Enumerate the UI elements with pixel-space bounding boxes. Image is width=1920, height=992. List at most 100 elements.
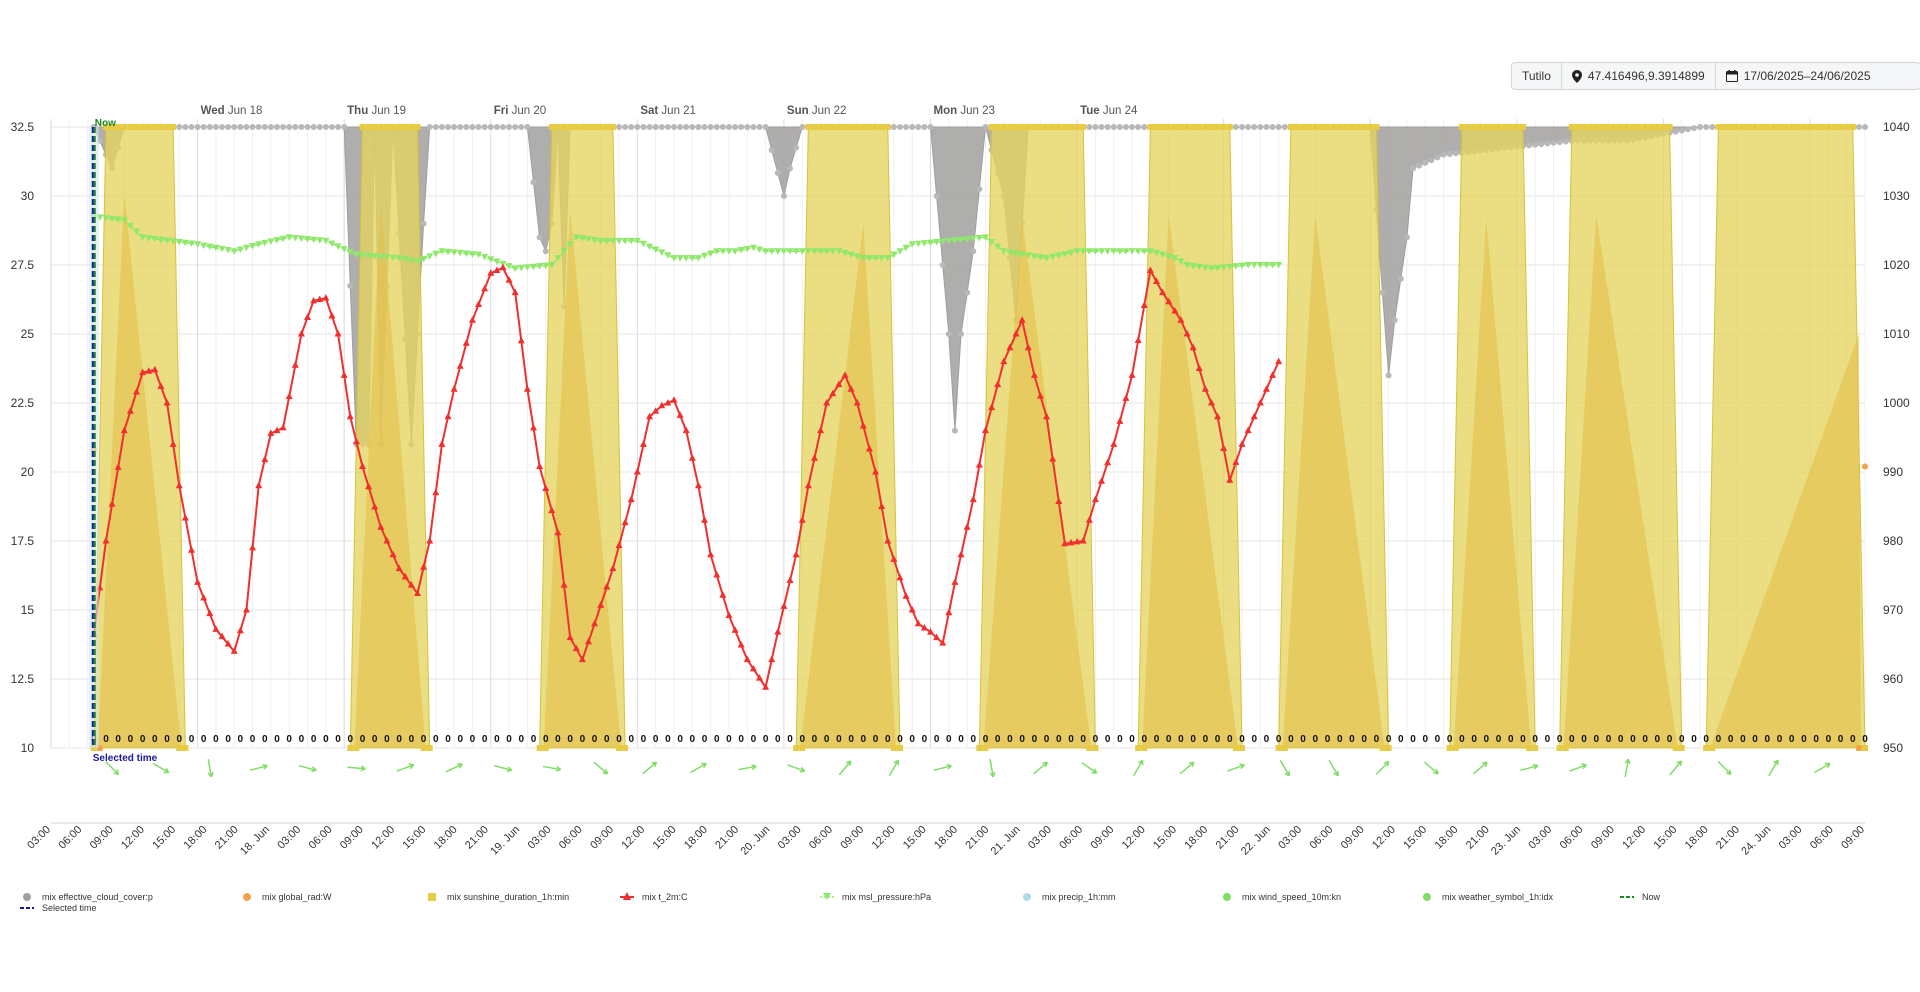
temperature-point [1250, 412, 1258, 420]
temperature-point [1238, 440, 1246, 447]
temperature-point [108, 500, 116, 507]
legend-item[interactable]: mix msl_pressure:hPa [820, 892, 931, 902]
temperature-point [841, 371, 849, 378]
coordinates-button[interactable]: 47.416496,9.3914899 [1562, 63, 1716, 89]
legend-item[interactable]: mix global_rad:W [240, 892, 332, 902]
legend-item[interactable]: Selected time [20, 903, 97, 913]
precip-value: 0 [128, 734, 134, 745]
precip-value: 0 [1581, 734, 1587, 745]
precip-value: 0 [1838, 734, 1844, 745]
pressure-point [639, 240, 647, 248]
cloud-cover-point [1385, 372, 1392, 379]
precip-value: 0 [299, 734, 305, 745]
day-label: Wed Jun 18 [201, 105, 263, 117]
legend-item[interactable]: mix precip_1h:mm [1020, 892, 1116, 902]
precip-value: 0 [897, 734, 903, 745]
precip-value: 0 [787, 734, 793, 745]
toolbar: Tutilo 47.416496,9.3914899 17/06/2025–24… [1511, 62, 1920, 90]
temperature-point [676, 411, 684, 418]
legend-item[interactable]: mix sunshine_duration_1h:min [425, 892, 569, 902]
sunshine-point [377, 124, 384, 130]
wind-arrow [1133, 759, 1144, 777]
sunshine-point [1043, 124, 1050, 130]
wind-arrow-shaft [152, 762, 170, 774]
wind-arrow [1717, 761, 1732, 776]
legend-swatch [620, 892, 634, 902]
temperature-point [133, 387, 141, 395]
temperature-point [927, 628, 935, 635]
x-tick-label: 22. Jun [1239, 824, 1273, 858]
pressure-point [126, 222, 134, 230]
sunshine-point [1379, 745, 1386, 751]
pressure-point [1116, 248, 1124, 255]
location-name-button[interactable]: Tutilo [1512, 63, 1562, 89]
temperature-point [1189, 343, 1197, 351]
cloud-cover-point [261, 124, 268, 130]
y-axis-right: 1040 1030 1020 1010 1000 990 980 970 960 950 [1883, 120, 1910, 755]
sunshine-point [561, 124, 568, 130]
sunshine-point [1825, 124, 1832, 130]
cloud-cover-point [713, 124, 720, 130]
cloud-cover-point [445, 124, 452, 130]
temperature-point [646, 412, 654, 420]
cloud-cover-point [194, 124, 201, 130]
y-left-tick-label: 20 [21, 465, 35, 479]
temperature-point [908, 606, 916, 613]
pressure-point [1140, 248, 1148, 255]
temperature-point [914, 619, 922, 627]
wind-arrow-head [602, 768, 609, 775]
wind-arrow [1569, 763, 1587, 772]
pressure-point [713, 248, 721, 255]
legend-label: mix t_2m:C [642, 892, 688, 902]
sunshine-point [1617, 124, 1624, 130]
legend-item[interactable]: Now [1620, 892, 1660, 902]
cloud-cover-point [219, 124, 226, 130]
precip-value: 0 [1606, 734, 1612, 745]
pressure-point [1055, 252, 1063, 259]
pressure-point [456, 249, 464, 257]
sunshine-point [866, 124, 873, 130]
wind-arrow-head [1138, 759, 1144, 766]
pressure-point [383, 254, 391, 261]
pressure-point [481, 253, 489, 261]
global-radiation-area [97, 193, 182, 748]
wind-arrow-head [207, 771, 214, 778]
cloud-cover-point [1104, 124, 1111, 130]
pressure-point [725, 248, 733, 255]
temperature-point [334, 330, 342, 337]
pressure-point [157, 236, 165, 244]
sunshine-point [1055, 124, 1062, 130]
wind-arrow-shaft [298, 764, 317, 772]
x-tick-label: 24. Jun [1739, 824, 1773, 858]
precip-value: 0 [1777, 734, 1783, 745]
sunshine-point [878, 124, 885, 130]
cloud-cover-point [1086, 124, 1093, 130]
wind-arrow [207, 759, 214, 778]
pressure-point [291, 234, 299, 242]
precip-value: 0 [1178, 734, 1184, 745]
temperature-point [1085, 516, 1093, 523]
legend-item[interactable]: mix effective_cloud_cover:p [20, 892, 153, 902]
sunshine-point [1300, 124, 1307, 130]
cloud-cover-point [933, 193, 940, 199]
cloud-cover-point [793, 144, 800, 151]
legend-item[interactable]: mix t_2m:C [620, 892, 688, 902]
sunshine-point [829, 124, 836, 130]
sunshine-point [1281, 745, 1288, 751]
wind-arrow [593, 761, 609, 775]
temperature-point [1207, 399, 1215, 406]
cloud-cover-point [487, 124, 494, 130]
cloud-cover-point [1251, 124, 1258, 130]
pressure-point [1122, 248, 1130, 255]
pressure-point [230, 248, 238, 255]
pressure-point [475, 251, 483, 259]
legend-item[interactable]: mix weather_symbol_1h:idx [1420, 892, 1553, 902]
sunshine-point [1862, 745, 1868, 751]
cloud-cover-point [628, 124, 635, 130]
now-label: Now [95, 118, 116, 129]
legend-item[interactable]: mix wind_speed_10m:kn [1220, 892, 1341, 902]
pressure-point [1214, 264, 1222, 272]
cloud-cover-point [1257, 124, 1264, 130]
date-range-button[interactable]: 17/06/2025–24/06/2025 [1716, 63, 1881, 89]
